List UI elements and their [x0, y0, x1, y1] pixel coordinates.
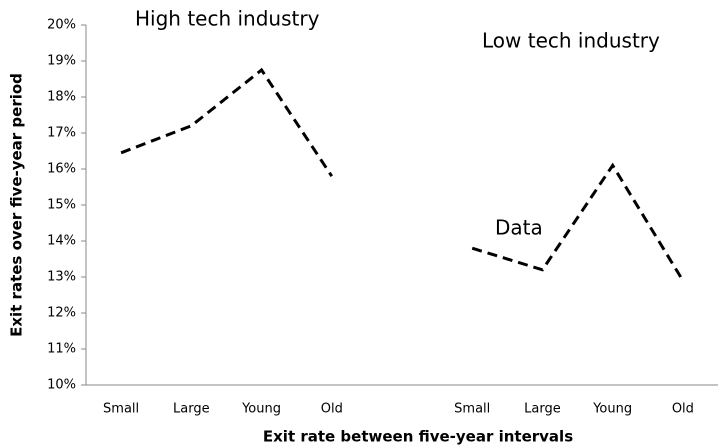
- x-tick-label: Old: [672, 402, 694, 417]
- x-tick-label: Large: [524, 402, 561, 417]
- y-tick-label: 10%: [47, 378, 76, 393]
- x-tick-label: Young: [592, 402, 632, 417]
- legend-label: Data: [495, 216, 543, 240]
- y-axis-label: Exit rates over five-year period: [8, 73, 26, 337]
- y-tick-label: 14%: [47, 234, 76, 249]
- y-tick-label: 19%: [47, 54, 76, 69]
- y-tick-label: 12%: [47, 306, 76, 321]
- x-tick-label: Small: [454, 402, 490, 417]
- y-tick-label: 16%: [47, 162, 76, 177]
- y-tick-label: 15%: [47, 198, 76, 213]
- x-tick-label: Small: [103, 402, 139, 417]
- annotation: High tech industry: [135, 7, 320, 31]
- y-tick-label: 17%: [47, 126, 76, 141]
- y-tick-label: 11%: [47, 342, 76, 357]
- x-tick-label: Young: [241, 402, 281, 417]
- x-tick-label: Old: [321, 402, 343, 417]
- y-tick-label: 18%: [47, 90, 76, 105]
- x-axis-label: Exit rate between five-year intervals: [263, 428, 573, 446]
- annotation: Low tech industry: [482, 29, 660, 53]
- y-tick-label: 13%: [47, 270, 76, 285]
- data-line: [120, 67, 685, 282]
- y-tick-label: 20%: [47, 18, 76, 33]
- x-tick-label: Large: [173, 402, 210, 417]
